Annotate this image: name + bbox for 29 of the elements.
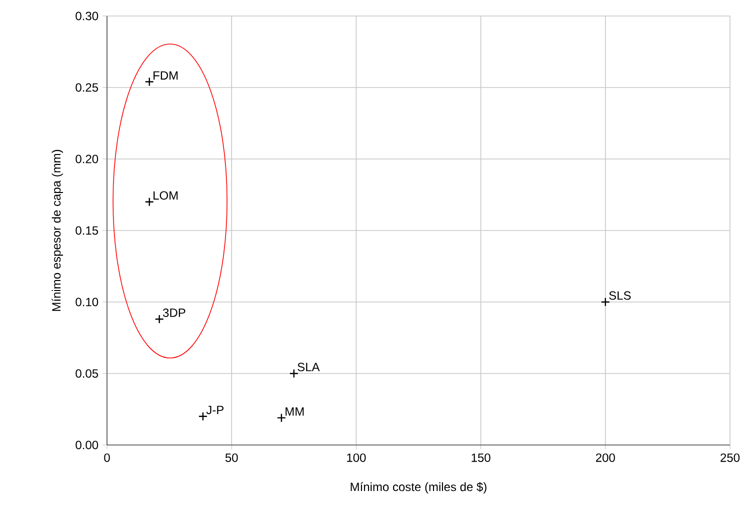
y-tick-label: 0.15 bbox=[76, 226, 98, 235]
point bbox=[144, 197, 154, 206]
x-tick-label: 100 bbox=[347, 453, 366, 462]
annotation: SLA bbox=[298, 362, 320, 372]
point bbox=[600, 297, 610, 307]
x-tick-label: 150 bbox=[472, 453, 490, 462]
y-axis-title: Mínimo espesor de capa (mm) bbox=[52, 150, 63, 311]
y-tick-label: 0.25 bbox=[76, 83, 98, 92]
point bbox=[289, 368, 299, 378]
annotation: J-P bbox=[206, 406, 224, 414]
x-tick-label: 250 bbox=[720, 453, 740, 462]
y-tick-label: 0.00 bbox=[76, 440, 98, 450]
y-tick-label: 0.05 bbox=[76, 369, 98, 378]
annotation: SLS bbox=[609, 291, 631, 300]
y-tick-label: 0.30 bbox=[76, 12, 98, 20]
point bbox=[198, 412, 208, 421]
x-tick-label: 50 bbox=[225, 453, 238, 462]
y-tick-label: 0.20 bbox=[76, 154, 98, 164]
y-tick-label: 0.10 bbox=[76, 298, 98, 306]
annotation: FDM bbox=[154, 71, 178, 80]
annotation: MM bbox=[286, 407, 304, 416]
point bbox=[144, 77, 154, 86]
annotation: 3DP bbox=[162, 308, 186, 317]
point bbox=[276, 413, 286, 422]
point bbox=[154, 314, 164, 324]
x-tick-label: 200 bbox=[596, 453, 615, 462]
x-tick-label: 0 bbox=[104, 453, 110, 462]
annotation: LOM bbox=[154, 191, 178, 200]
x-axis-title: Mínimo coste (miles de $) bbox=[350, 482, 486, 494]
